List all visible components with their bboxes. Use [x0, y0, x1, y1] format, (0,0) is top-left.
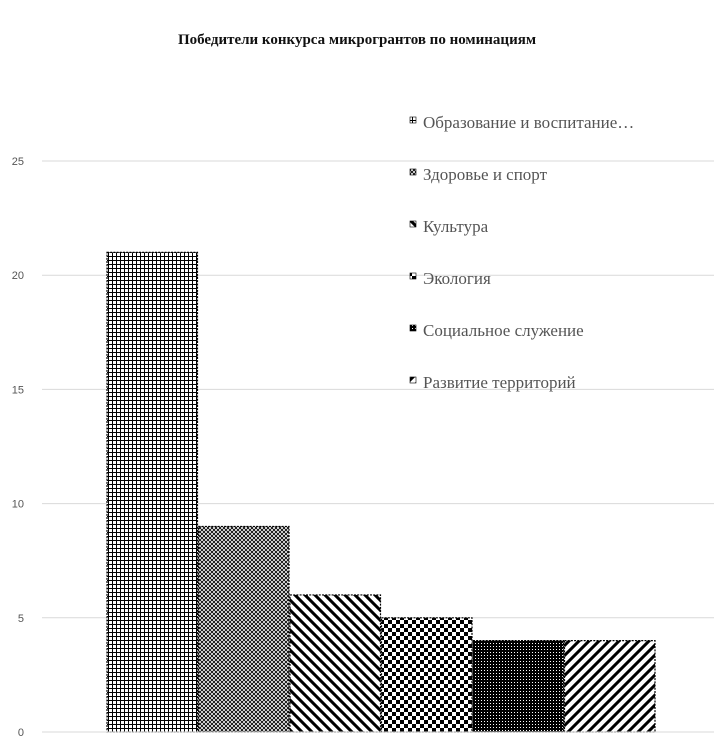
legend-swatch-6: [409, 376, 417, 384]
legend-label-3: Культура: [423, 217, 489, 236]
bar-1: [106, 251, 199, 733]
y-tick-label: 5: [18, 613, 24, 625]
legend-swatch-5: [409, 324, 417, 332]
bar-6: [563, 640, 656, 733]
y-axis: 0 5 10 15 20 25: [12, 156, 24, 739]
y-tick-label: 0: [18, 727, 24, 739]
legend-label-4: Экология: [423, 269, 491, 288]
legend-swatch-4: [409, 272, 417, 280]
bar-5: [472, 640, 565, 733]
legend: Образование и воспитание… Здоровье и спор…: [409, 113, 634, 392]
bar-2: [197, 525, 290, 733]
chart-title: Победители конкурса микрогрантов по номи…: [178, 32, 536, 48]
legend-swatch-1: [409, 116, 417, 124]
y-tick-label: 20: [12, 270, 24, 282]
legend-label-2: Здоровье и спорт: [423, 165, 548, 184]
legend-swatch-3: [409, 220, 417, 228]
legend-label-6: Развитие территорий: [423, 373, 576, 392]
y-tick-label: 15: [12, 384, 24, 396]
legend-label-1: Образование и воспитание…: [423, 113, 634, 132]
legend-label-5: Социальное служение: [423, 321, 584, 340]
bars: [106, 251, 656, 733]
bar-4: [380, 617, 473, 733]
y-tick-label: 10: [12, 499, 24, 511]
y-tick-label: 25: [12, 156, 24, 168]
legend-swatch-2: [409, 168, 417, 176]
bar-3: [289, 594, 382, 733]
